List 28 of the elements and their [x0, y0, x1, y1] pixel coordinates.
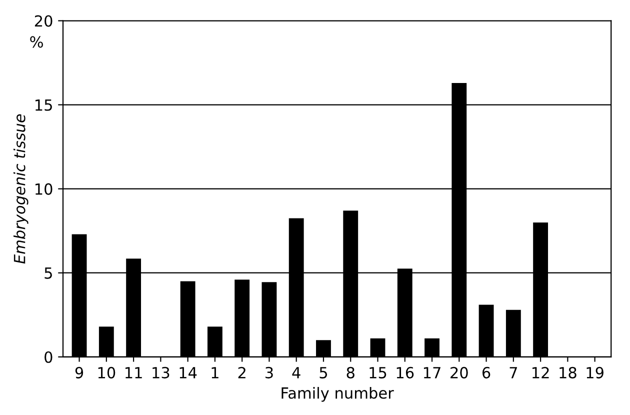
x-tick-label: 6 [482, 366, 490, 378]
x-tick-label: 10 [98, 366, 116, 378]
x-tick-label: 9 [75, 366, 84, 378]
x-tick-label: 4 [292, 367, 300, 378]
x-tick-label: 20 [450, 366, 468, 378]
y-tick-label: 5 [44, 268, 52, 279]
x-tick-label: 3 [266, 366, 273, 378]
x-tick-label: 15 [370, 367, 386, 378]
x-tick-label: 14 [180, 367, 197, 378]
x-tick-label: 13 [152, 366, 170, 378]
x-tick-label: 17 [424, 367, 440, 378]
x-tick-label: 5 [320, 367, 328, 378]
y-axis-title: Embryogenic tissue [13, 114, 28, 264]
x-tick-label: 19 [586, 366, 604, 378]
y-tick-label: 0 [44, 351, 52, 363]
x-tick-label: 2 [238, 366, 246, 378]
x-tick-label: 12 [532, 366, 549, 378]
y-tick-label: 10 [36, 183, 52, 195]
y-tick-label: 20 [34, 15, 52, 27]
x-tick-label: 11 [126, 367, 142, 378]
x-tick-label: 1 [212, 367, 218, 378]
x-tick-label: 7 [510, 367, 517, 378]
y-tick-label: 15 [36, 99, 52, 111]
x-tick-label: 16 [396, 366, 414, 378]
text: % [30, 36, 43, 48]
x-tick-label: 8 [346, 366, 354, 378]
x-axis-title: Family number [282, 386, 394, 402]
x-tick-label: 18 [560, 366, 576, 378]
